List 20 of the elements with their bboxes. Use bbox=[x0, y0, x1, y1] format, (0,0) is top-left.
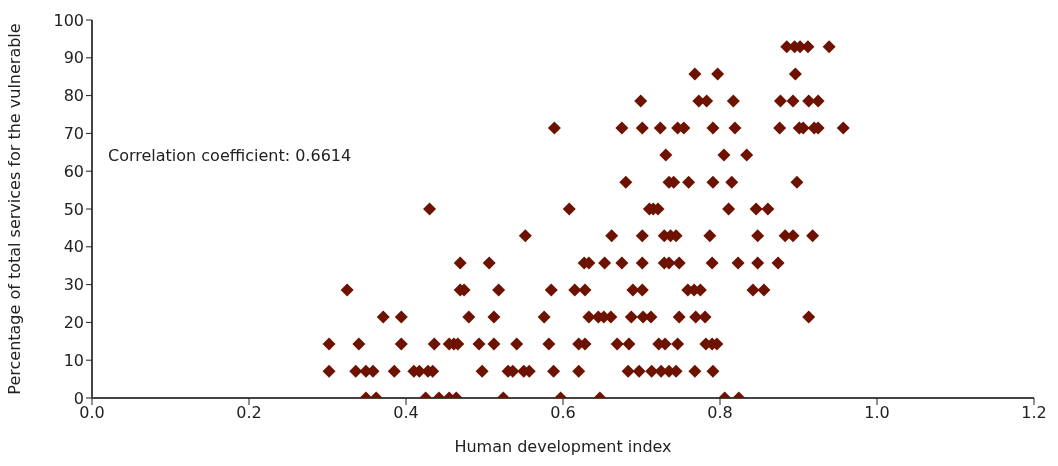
y-tick-label: 30 bbox=[63, 275, 84, 295]
y-tick-label: 10 bbox=[63, 350, 84, 370]
y-tick-label: 40 bbox=[63, 237, 84, 257]
y-tick-label: 80 bbox=[63, 86, 84, 106]
x-axis-title: Human development index bbox=[454, 437, 672, 456]
y-tick-label: 70 bbox=[63, 124, 84, 144]
y-tick-label: 60 bbox=[63, 161, 84, 181]
x-tick-label: 0.8 bbox=[707, 403, 733, 423]
x-tick-label: 1.2 bbox=[1021, 403, 1047, 423]
x-tick-label: 0.0 bbox=[79, 403, 105, 423]
y-tick-label: 20 bbox=[63, 313, 84, 333]
y-tick-label: 50 bbox=[63, 199, 84, 219]
x-tick-label: 0.4 bbox=[393, 403, 419, 423]
y-tick-label: 90 bbox=[63, 48, 84, 68]
x-tick-label: 0.6 bbox=[550, 403, 576, 423]
y-tick-label: 100 bbox=[53, 10, 84, 30]
annotation: Correlation coefficient: 0.6614 bbox=[108, 146, 352, 165]
x-tick-label: 1.0 bbox=[864, 403, 890, 423]
y-axis-title: Percentage of total services for the vulnerable bbox=[4, 23, 24, 395]
x-tick-label: 0.2 bbox=[236, 403, 262, 423]
